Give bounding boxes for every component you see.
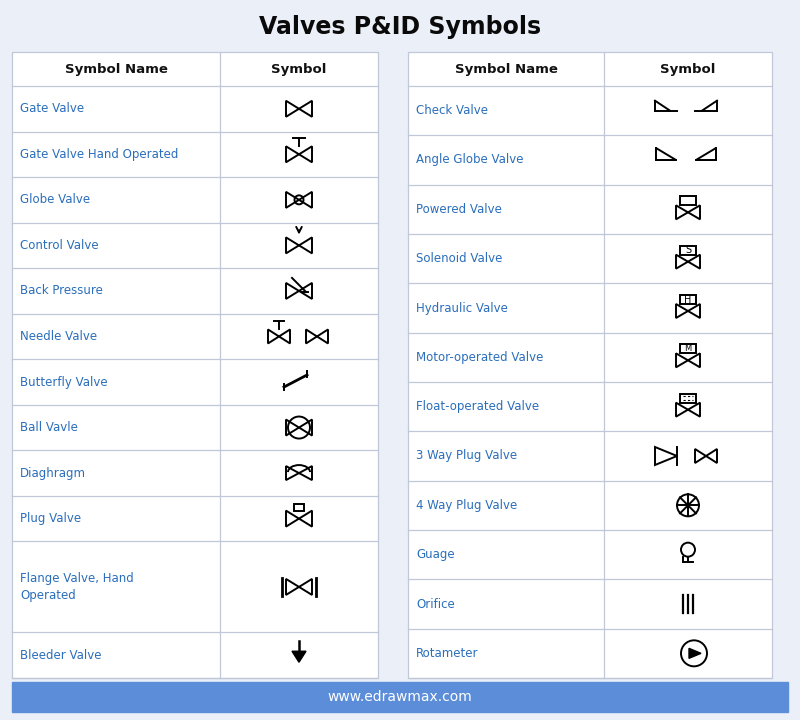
Polygon shape — [695, 449, 706, 463]
Polygon shape — [299, 466, 312, 480]
Text: Valves P&ID Symbols: Valves P&ID Symbols — [259, 15, 541, 39]
Text: Diaghragm: Diaghragm — [20, 467, 86, 480]
Polygon shape — [286, 146, 299, 162]
Polygon shape — [706, 449, 717, 463]
Text: Float-operated Valve: Float-operated Valve — [416, 400, 539, 413]
Bar — [680, 344, 696, 354]
Text: Back Pressure: Back Pressure — [20, 284, 103, 297]
Polygon shape — [688, 304, 700, 318]
Polygon shape — [676, 354, 688, 367]
Polygon shape — [317, 330, 328, 343]
Polygon shape — [286, 510, 299, 526]
Polygon shape — [676, 205, 688, 220]
Polygon shape — [688, 354, 700, 367]
Bar — [680, 246, 696, 255]
Text: Globe Valve: Globe Valve — [20, 194, 90, 207]
Bar — [294, 503, 304, 510]
Polygon shape — [286, 283, 299, 299]
Bar — [12, 682, 788, 712]
Text: Control Valve: Control Valve — [20, 239, 98, 252]
Text: Rotameter: Rotameter — [416, 647, 478, 660]
Text: Orifice: Orifice — [416, 598, 454, 611]
Text: Guage: Guage — [416, 548, 454, 561]
Text: Gate Valve Hand Operated: Gate Valve Hand Operated — [20, 148, 178, 161]
Text: 4 Way Plug Valve: 4 Way Plug Valve — [416, 499, 518, 512]
Text: Ball Vavle: Ball Vavle — [20, 421, 78, 434]
Polygon shape — [286, 192, 299, 208]
Polygon shape — [299, 579, 312, 595]
Text: Angle Globe Valve: Angle Globe Valve — [416, 153, 523, 166]
Polygon shape — [688, 402, 700, 417]
Polygon shape — [286, 579, 299, 595]
Polygon shape — [655, 447, 677, 465]
Text: M: M — [684, 344, 692, 354]
Polygon shape — [286, 466, 299, 480]
Text: S: S — [685, 246, 691, 255]
Polygon shape — [299, 146, 312, 162]
Text: www.edrawmax.com: www.edrawmax.com — [328, 690, 472, 704]
Polygon shape — [676, 255, 688, 269]
Polygon shape — [656, 148, 676, 160]
Polygon shape — [299, 192, 312, 208]
Polygon shape — [286, 420, 299, 436]
Polygon shape — [292, 651, 306, 662]
Polygon shape — [306, 330, 317, 343]
Text: Hydraulic Valve: Hydraulic Valve — [416, 302, 508, 315]
Text: Solenoid Valve: Solenoid Valve — [416, 252, 502, 265]
Text: Motor-operated Valve: Motor-operated Valve — [416, 351, 543, 364]
Text: Bleeder Valve: Bleeder Valve — [20, 649, 102, 662]
Text: Gate Valve: Gate Valve — [20, 102, 84, 115]
Text: Symbol: Symbol — [660, 63, 716, 76]
Polygon shape — [299, 101, 312, 117]
Text: Powered Valve: Powered Valve — [416, 203, 502, 216]
Polygon shape — [688, 205, 700, 220]
Bar — [408, 52, 772, 678]
Text: Symbol: Symbol — [271, 63, 326, 76]
Bar — [680, 394, 696, 402]
Polygon shape — [286, 101, 299, 117]
Text: Butterfly Valve: Butterfly Valve — [20, 376, 108, 389]
Polygon shape — [299, 238, 312, 253]
Text: H: H — [684, 294, 692, 305]
Polygon shape — [299, 510, 312, 526]
Polygon shape — [689, 648, 701, 658]
Polygon shape — [688, 255, 700, 269]
Polygon shape — [676, 304, 688, 318]
Polygon shape — [299, 420, 312, 436]
Polygon shape — [299, 283, 312, 299]
Bar — [680, 197, 696, 205]
Polygon shape — [696, 148, 716, 160]
Text: Symbol Name: Symbol Name — [65, 63, 167, 76]
Text: 3 Way Plug Valve: 3 Way Plug Valve — [416, 449, 517, 462]
Text: Symbol Name: Symbol Name — [454, 63, 558, 76]
Text: Needle Valve: Needle Valve — [20, 330, 97, 343]
Text: Check Valve: Check Valve — [416, 104, 488, 117]
Bar — [12, 52, 378, 678]
Polygon shape — [676, 402, 688, 417]
Polygon shape — [279, 330, 290, 343]
Text: Flange Valve, Hand
Operated: Flange Valve, Hand Operated — [20, 572, 134, 602]
Text: Plug Valve: Plug Valve — [20, 512, 81, 525]
Bar — [680, 295, 696, 304]
Polygon shape — [268, 330, 279, 343]
Polygon shape — [286, 238, 299, 253]
